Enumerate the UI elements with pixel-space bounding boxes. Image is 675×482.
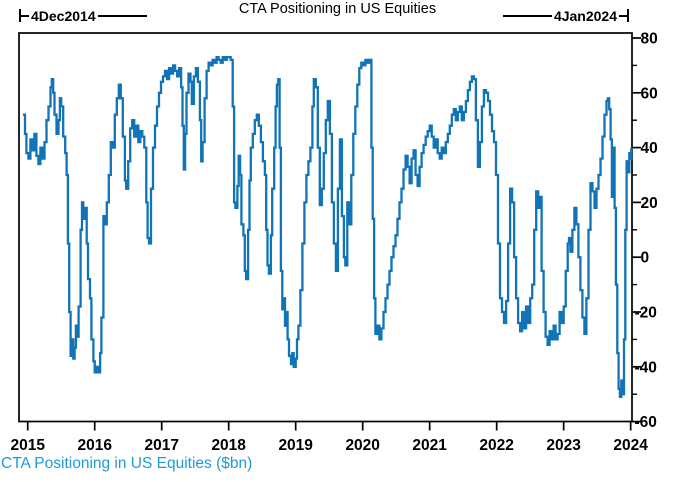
range-end-cap (627, 9, 629, 22)
end-date-annotation: 4Jan2024 (503, 7, 629, 24)
y-axis-label: -40 (635, 359, 657, 376)
x-axis-label: 2021 (412, 437, 447, 454)
x-axis-label: 2022 (479, 437, 513, 454)
range-end-line (619, 14, 627, 17)
x-axis-label: 2017 (144, 437, 178, 454)
plot-border (18, 32, 633, 423)
chart-title: CTA Positioning in US Equities (238, 1, 437, 17)
y-axis-label: 20 (641, 195, 658, 212)
start-date-label: 4Dec2014 (31, 7, 96, 24)
cta-positioning-line (23, 56, 633, 399)
range-start-line (21, 14, 29, 17)
y-axis-label: -20 (635, 305, 657, 322)
y-axis-label: 80 (641, 31, 658, 48)
y-axis-label: 60 (641, 85, 658, 102)
x-axis-label: 2016 (77, 437, 112, 454)
range-start-line-tail (97, 14, 147, 17)
x-axis-label: 2024 (613, 437, 648, 454)
x-axis-label: 2015 (10, 437, 45, 454)
y-axis-label: -60 (635, 414, 657, 431)
start-date-annotation: 4Dec2014 (19, 7, 147, 24)
range-end-line-tail (503, 14, 552, 17)
end-date-label: 4Jan2024 (553, 7, 617, 24)
range-start-cap (19, 9, 21, 22)
y-axis-label: 0 (641, 250, 650, 267)
x-axis-label: 2023 (546, 437, 581, 454)
series-legend: CTA Positioning in US Equities ($bn) (1, 455, 253, 472)
y-axis-label: 40 (641, 140, 658, 157)
x-axis-label: 2018 (211, 437, 246, 454)
x-axis-label: 2019 (278, 437, 313, 454)
x-axis-label: 2020 (345, 437, 379, 454)
